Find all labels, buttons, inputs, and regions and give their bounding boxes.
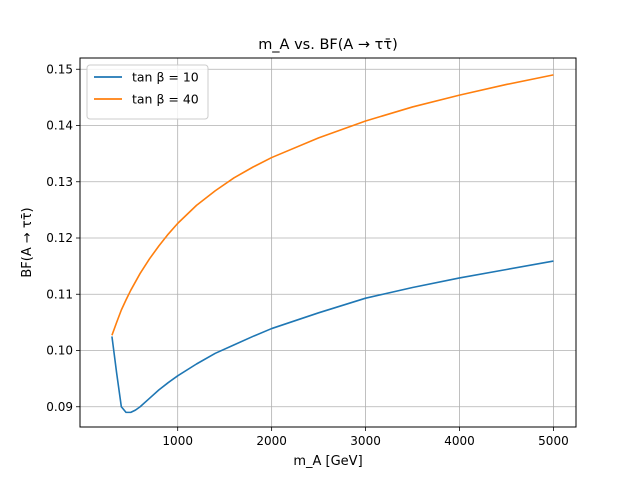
y-tick-label: 0.09 [46, 400, 73, 414]
y-axis-label: BF(A → ττ̄) [20, 207, 35, 277]
x-tick-label: 3000 [350, 434, 381, 448]
legend-box [86, 64, 209, 120]
legend-label-1: tan β = 10 [132, 70, 199, 85]
y-tick-label: 0.15 [46, 62, 73, 76]
x-tick-label: 2000 [256, 434, 287, 448]
chart-title: m_A vs. BF(A → ττ̄) [258, 37, 398, 53]
legend: tan β = 10 tan β = 40 [86, 64, 209, 120]
y-tick-label: 0.10 [46, 344, 73, 358]
x-tick-label: 5000 [538, 434, 569, 448]
series-line-1 [111, 260, 554, 414]
x-tick-label: 4000 [444, 434, 475, 448]
x-ticks: 1000 2000 3000 4000 5000 [162, 427, 569, 448]
y-tick-label: 0.11 [46, 287, 73, 301]
y-tick-label: 0.14 [46, 119, 73, 133]
x-axis-label: m_A [GeV] [293, 454, 362, 469]
legend-label-2: tan β = 40 [132, 92, 199, 107]
x-tick-label: 1000 [162, 434, 193, 448]
y-tick-label: 0.13 [46, 175, 73, 189]
axes-frame [79, 57, 577, 428]
series-group [111, 74, 554, 414]
y-tick-label: 0.12 [46, 231, 73, 245]
y-ticks: 0.09 0.10 0.11 0.12 0.13 0.14 0.15 [46, 62, 80, 414]
series-line-2 [111, 74, 554, 336]
